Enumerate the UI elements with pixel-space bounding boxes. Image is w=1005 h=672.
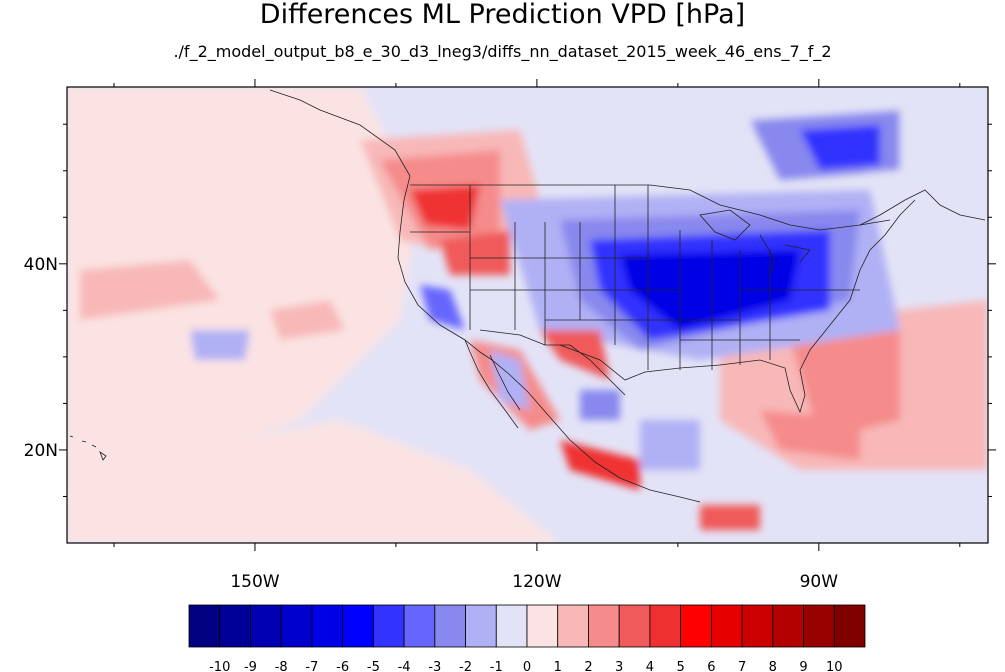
colorbar-swatch <box>649 604 682 648</box>
political-borders <box>69 89 986 503</box>
colorbar-swatch <box>372 604 405 648</box>
colorbar-swatch <box>618 604 651 648</box>
colorbar-label: -2 <box>459 660 472 672</box>
anomaly-region <box>410 185 480 230</box>
colorbar-label: 8 <box>769 660 777 672</box>
anomaly-region <box>700 505 760 530</box>
colorbar-label: -3 <box>428 660 441 672</box>
colorbar <box>188 604 866 648</box>
anomaly-region <box>67 420 560 543</box>
colorbar-label: -5 <box>367 660 380 672</box>
colorbar-swatch <box>710 604 743 648</box>
colorbar-swatch <box>465 604 497 648</box>
colorbar-swatch <box>342 604 374 648</box>
x-tick-label: 120W <box>512 572 561 592</box>
colorbar-swatch <box>280 604 313 648</box>
anomaly-region <box>540 330 610 380</box>
colorbar-label: 6 <box>707 660 715 672</box>
great-lakes <box>699 209 811 276</box>
gulf-coastline <box>559 199 916 414</box>
baja-california <box>464 339 521 429</box>
axis-tick-labels: 150W 120W 90W 40N 20N <box>24 255 839 592</box>
y-tick-label: 20N <box>24 441 58 461</box>
colorbar-label: -4 <box>398 660 411 672</box>
anomaly-region <box>640 420 700 470</box>
anomaly-region <box>440 230 510 275</box>
y-tick-label: 40N <box>24 255 58 275</box>
colorbar-swatch <box>833 604 866 648</box>
colorbar-label: 2 <box>584 660 592 672</box>
plot-subtitle: ./f_2_model_output_b8_e_30_d3_lneg3/diff… <box>173 42 832 61</box>
colorbar-label: -10 <box>209 660 230 672</box>
colorbar-swatch <box>250 604 282 648</box>
colorbar-swatch <box>219 604 251 648</box>
colorbar-label: 4 <box>646 660 654 672</box>
colorbar-label: 10 <box>826 660 843 672</box>
colorbar-label: 3 <box>615 660 623 672</box>
colorbar-swatch <box>557 604 589 648</box>
axis-ticks <box>59 79 996 551</box>
colorbar-label: 1 <box>554 660 562 672</box>
colorbar-swatch <box>434 604 466 648</box>
colorbar-label: -9 <box>244 660 257 672</box>
colorbar-label: 5 <box>676 660 684 672</box>
hawaii-islands <box>69 435 107 461</box>
anomaly-region <box>490 350 530 410</box>
colorbar-label: -6 <box>336 660 349 672</box>
canada-coast <box>269 89 986 226</box>
anomaly-region <box>800 125 880 170</box>
vpd-field <box>67 87 988 543</box>
colorbar-swatch <box>495 604 528 648</box>
anomaly-region <box>420 285 465 330</box>
x-tick-label: 150W <box>230 572 279 592</box>
anomaly-region <box>67 87 420 500</box>
anomaly-region <box>580 390 620 420</box>
colorbar-swatch <box>741 604 774 648</box>
canada-us-border <box>410 184 891 231</box>
anomaly-region <box>270 300 345 340</box>
anomaly-region <box>760 410 860 460</box>
colorbar-swatch <box>403 604 436 648</box>
colorbar-label: 0 <box>523 660 531 672</box>
anomaly-region <box>620 250 800 330</box>
colorbar-label: 9 <box>799 660 807 672</box>
colorbar-label: 7 <box>738 660 746 672</box>
anomaly-region <box>80 260 220 320</box>
colorbar-label: -7 <box>305 660 318 672</box>
colorbar-swatch <box>311 604 344 648</box>
colorbar-swatch <box>188 604 221 648</box>
plot-title: Differences ML Prediction VPD [hPa] <box>259 0 746 30</box>
colorbar-swatch <box>803 604 835 648</box>
state-lines <box>410 185 860 370</box>
colorbar-swatch <box>526 604 559 648</box>
colorbar-swatch <box>588 604 620 648</box>
colorbar-swatch <box>772 604 804 648</box>
colorbar-swatch <box>680 604 712 648</box>
mexico-us-border <box>479 329 626 396</box>
anomaly-region <box>790 330 900 440</box>
colorbar-label: -1 <box>490 660 503 672</box>
anomaly-region <box>190 330 250 360</box>
colorbar-label: -8 <box>275 660 288 672</box>
x-tick-label: 90W <box>800 572 839 592</box>
map-frame <box>66 86 989 544</box>
colorbar-labels: -10 -9 -8 -7 -6 -5 -4 -3 -2 -1 0 1 2 3 4 5 6 7 8 9 10 <box>209 660 842 672</box>
